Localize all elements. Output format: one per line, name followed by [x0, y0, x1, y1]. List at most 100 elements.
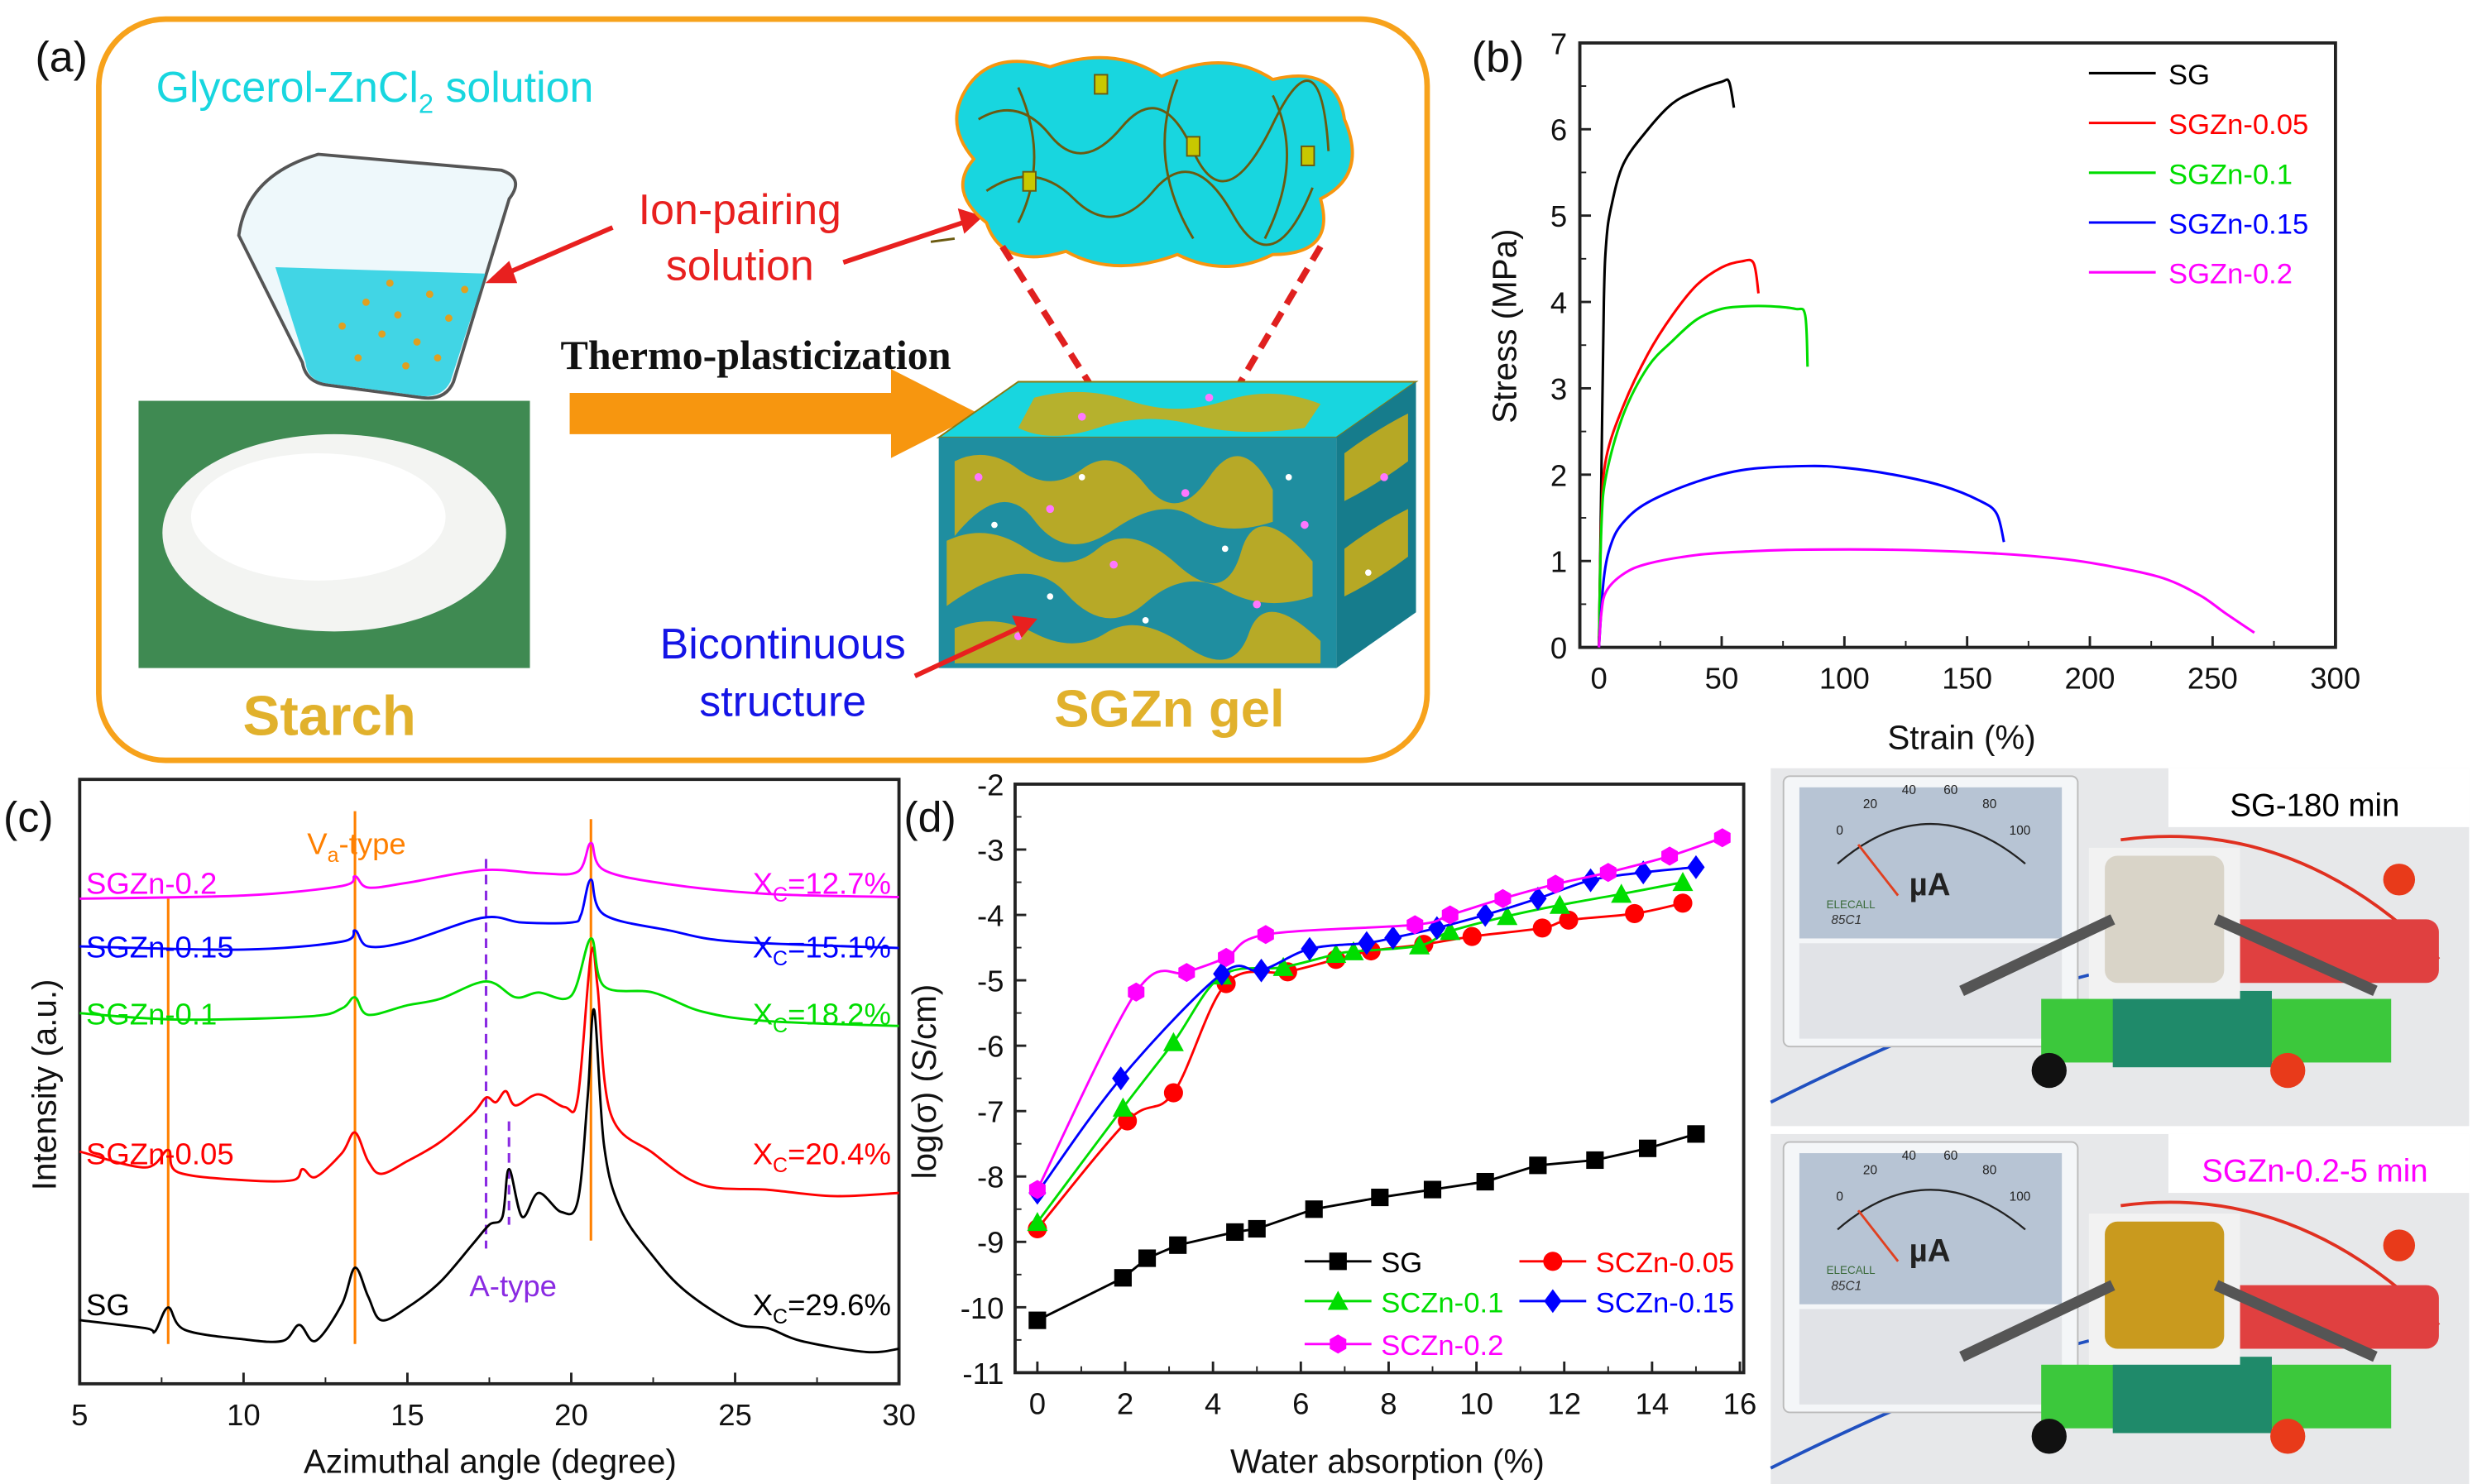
x-axis-label: Azimuthal angle (degree) [304, 1443, 677, 1481]
xc-subscript: C [773, 947, 788, 970]
y-axis-label: Stress (MPa) [1486, 228, 1524, 423]
crystallinity-label: XC=12.7% [753, 867, 891, 907]
data-point-SCZn-0.05 [1462, 926, 1482, 946]
x-tick-label: 10 [1459, 1386, 1493, 1420]
holder-clamp [2112, 990, 2272, 1068]
ion-pairing-label-1: Ion-pairing [639, 186, 841, 234]
ammeter-dial [1799, 787, 2063, 939]
red-terminal [2383, 1229, 2416, 1261]
ammeter-scale-label: 20 [1863, 1163, 1877, 1177]
chart-c-xrd: 5 10 15 20 25 30 Azimuthal angle (degree) Inten… [25, 778, 916, 1481]
x-tick-label: 200 [2065, 662, 2115, 696]
panel-a-schematic: (a) Glycerol-ZnCl2 solution Starch Ion-p… [35, 16, 1430, 764]
data-point-SG [1476, 1172, 1494, 1191]
data-point-SCZn-0.15 [1112, 1066, 1130, 1091]
legend-label: SGZn-0.05 [2168, 109, 2308, 141]
data-point-SCZn-0.2 [1178, 963, 1195, 983]
data-point-SG [1114, 1269, 1132, 1287]
y-tick-label: -6 [977, 1030, 1004, 1064]
y-tick-label: 0 [1550, 631, 1567, 665]
y-tick-label: 7 [1550, 26, 1567, 60]
y-tick-label: 6 [1550, 113, 1567, 147]
ammeter-unit: µA [1909, 868, 1951, 903]
xc-symbol: X [753, 1137, 773, 1171]
x-tick-label: 6 [1292, 1386, 1309, 1420]
data-point-SG [1529, 1156, 1547, 1175]
panel-label-b: (b) [1472, 34, 1524, 82]
arrow-to-beaker-icon [485, 225, 614, 284]
y-tick-label: 5 [1550, 199, 1567, 233]
x-tick-label: 20 [554, 1398, 588, 1432]
series-line-SGZn-0.2 [1598, 548, 2255, 648]
data-point-SCZn-0.2 [1599, 863, 1617, 883]
caption-backdrop [2168, 768, 2470, 827]
xc-value: =12.7% [788, 867, 891, 901]
data-point-SCZn-0.1 [1325, 943, 1347, 964]
starch-label: Starch [243, 685, 416, 747]
ammeter-scale-label: 0 [1836, 824, 1843, 838]
ammeter-scale-label: 80 [1982, 1163, 1996, 1177]
x-tick-label: 5 [71, 1398, 88, 1432]
solution-title-post: solution [434, 64, 593, 112]
legend-label: SGZn-0.2 [2168, 259, 2293, 290]
legend-label: SCZn-0.1 [1381, 1287, 1503, 1319]
legend-label: SCZn-0.15 [1596, 1287, 1734, 1319]
data-point-SCZn-0.15 [1581, 868, 1600, 893]
y-tick-label: -4 [977, 899, 1004, 933]
xc-symbol: X [753, 1288, 773, 1322]
crystallinity-label: XC=29.6% [753, 1288, 891, 1328]
legend-label: SCZn-0.05 [1596, 1247, 1734, 1279]
conductivity-photo: 0 20 40 60 80 100 µA ELECALL 85C1 SGZn-0.2-5 min [1770, 1133, 2470, 1484]
data-point-SCZn-0.15 [1301, 936, 1319, 961]
series-line-SGZn-0.1 [1598, 304, 1809, 648]
red-terminal [2383, 864, 2416, 896]
ammeter-scale-arc [1837, 823, 2026, 864]
crystallinity-label: XC=20.4% [753, 1137, 891, 1178]
ammeter-scale-label: 80 [1982, 797, 1996, 811]
series-line-SGZn-0.15 [1598, 464, 2005, 648]
gel-sample [2105, 1221, 2225, 1349]
ammeter-needle [1857, 1209, 1900, 1262]
battery-pack [2216, 919, 2439, 984]
data-point-SCZn-0.05 [1673, 893, 1693, 913]
ammeter-model: 85C1 [1831, 1279, 1862, 1293]
data-point-SCZn-0.1 [1672, 872, 1694, 892]
data-point-SCZn-0.05 [1163, 1083, 1183, 1103]
panel-label-c: (c) [3, 794, 54, 842]
series-line-SCZn-0.15 [1036, 865, 1697, 1194]
x-tick-label: 8 [1380, 1386, 1397, 1420]
gel-sample [2105, 855, 2225, 984]
y-axis-label: log(σ) (S/cm) [905, 984, 943, 1180]
data-point-SG [1305, 1200, 1323, 1218]
data-point-SCZn-0.05 [1559, 910, 1579, 930]
y-tick-label: -9 [977, 1226, 1004, 1260]
x-axis-label: Strain (%) [1887, 719, 2035, 757]
xc-value: =18.2% [788, 997, 891, 1031]
panel-label-a: (a) [35, 34, 87, 82]
ammeter-scale-label: 60 [1943, 1149, 1957, 1163]
series-line-SG [79, 1008, 899, 1354]
data-point-SCZn-0.05 [1625, 903, 1645, 924]
series-label: SGZn-0.1 [86, 997, 217, 1031]
va-type-label: Va-type [307, 827, 405, 868]
x-tick-label: 4 [1205, 1386, 1221, 1420]
ammeter-needle [1857, 844, 1900, 897]
data-point-SCZn-0.1 [1112, 1097, 1133, 1117]
bicontinuous-label-2: structure [699, 677, 866, 725]
black-terminal [2031, 1052, 2067, 1089]
gel-label: SGZn gel [1054, 681, 1284, 739]
photo-caption: SGZn-0.2-5 min [2202, 1154, 2427, 1190]
va-type-post: -type [339, 827, 406, 861]
x-tick-label: 50 [1705, 662, 1739, 696]
arrow-to-gel-icon [913, 615, 1037, 678]
xc-symbol: X [753, 931, 773, 965]
y-axis-label: Intensity (a.u.) [25, 979, 63, 1191]
legend-label: SCZn-0.2 [1381, 1330, 1503, 1362]
data-point-SCZn-0.1 [1272, 956, 1294, 976]
bicontinuous-label-1: Bicontinuous [660, 620, 906, 668]
y-tick-label: -3 [977, 833, 1004, 867]
chart-b-stress-strain: 0 50 100 150 200 250 300 0 1 2 3 4 5 6 7 Strain (%) Stre… [1486, 26, 2361, 756]
x-tick-label: 250 [2187, 662, 2238, 696]
crystallinity-label: XC=15.1% [753, 931, 891, 971]
